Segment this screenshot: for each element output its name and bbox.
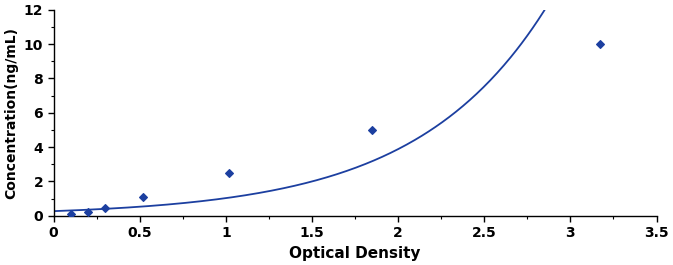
Y-axis label: Concentration(ng/mL): Concentration(ng/mL) xyxy=(4,27,18,199)
X-axis label: Optical Density: Optical Density xyxy=(289,246,421,261)
